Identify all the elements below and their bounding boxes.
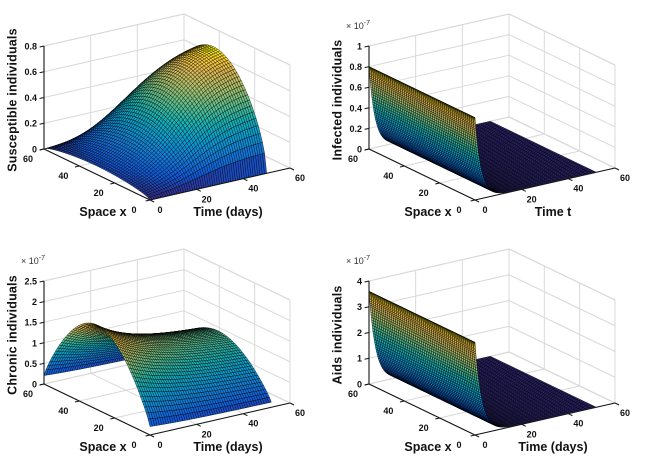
z-axis-label: Infected individuals xyxy=(330,39,345,161)
x-axis-label: Time (days) xyxy=(193,440,263,454)
x-axis-label: Time (days) xyxy=(193,205,263,219)
z-axis-label: Susceptible individuals xyxy=(5,28,20,172)
z-scale-factor: × 10-7 xyxy=(21,255,45,266)
scale-exponent: -7 xyxy=(363,20,371,27)
surface-canvas-aids xyxy=(325,235,650,471)
y-axis-label: Space x xyxy=(79,205,127,219)
subplot-infected: Infected individuals Space x Time t × 10… xyxy=(325,0,650,236)
z-scale-factor: × 10-7 xyxy=(346,20,370,31)
scale-base: × 10 xyxy=(346,21,364,31)
subplot-susceptible: Susceptible individuals Space x Time (da… xyxy=(0,0,325,236)
surface-canvas-infected xyxy=(325,0,650,236)
x-axis-label: Time t xyxy=(534,205,572,219)
surface-canvas-chronic xyxy=(0,235,325,471)
z-axis-label: Chronic individuals xyxy=(5,275,20,395)
y-axis-label: Space x xyxy=(404,440,452,454)
scale-base: × 10 xyxy=(346,256,364,266)
scale-exponent: -7 xyxy=(38,255,46,262)
scale-exponent: -7 xyxy=(363,255,371,262)
z-scale-factor: × 10-7 xyxy=(346,255,370,266)
scale-base: × 10 xyxy=(21,256,39,266)
y-axis-label: Space x xyxy=(404,205,452,219)
surface-canvas-susceptible xyxy=(0,0,325,236)
y-axis-label: Space x xyxy=(79,440,127,454)
subplot-chronic: Chronic individuals Space x Time (days) … xyxy=(0,235,325,471)
z-axis-label: Aids individuals xyxy=(330,285,345,385)
x-axis-label: Time (days) xyxy=(518,440,588,454)
subplot-aids: Aids individuals Space x Time (days) × 1… xyxy=(325,235,650,471)
